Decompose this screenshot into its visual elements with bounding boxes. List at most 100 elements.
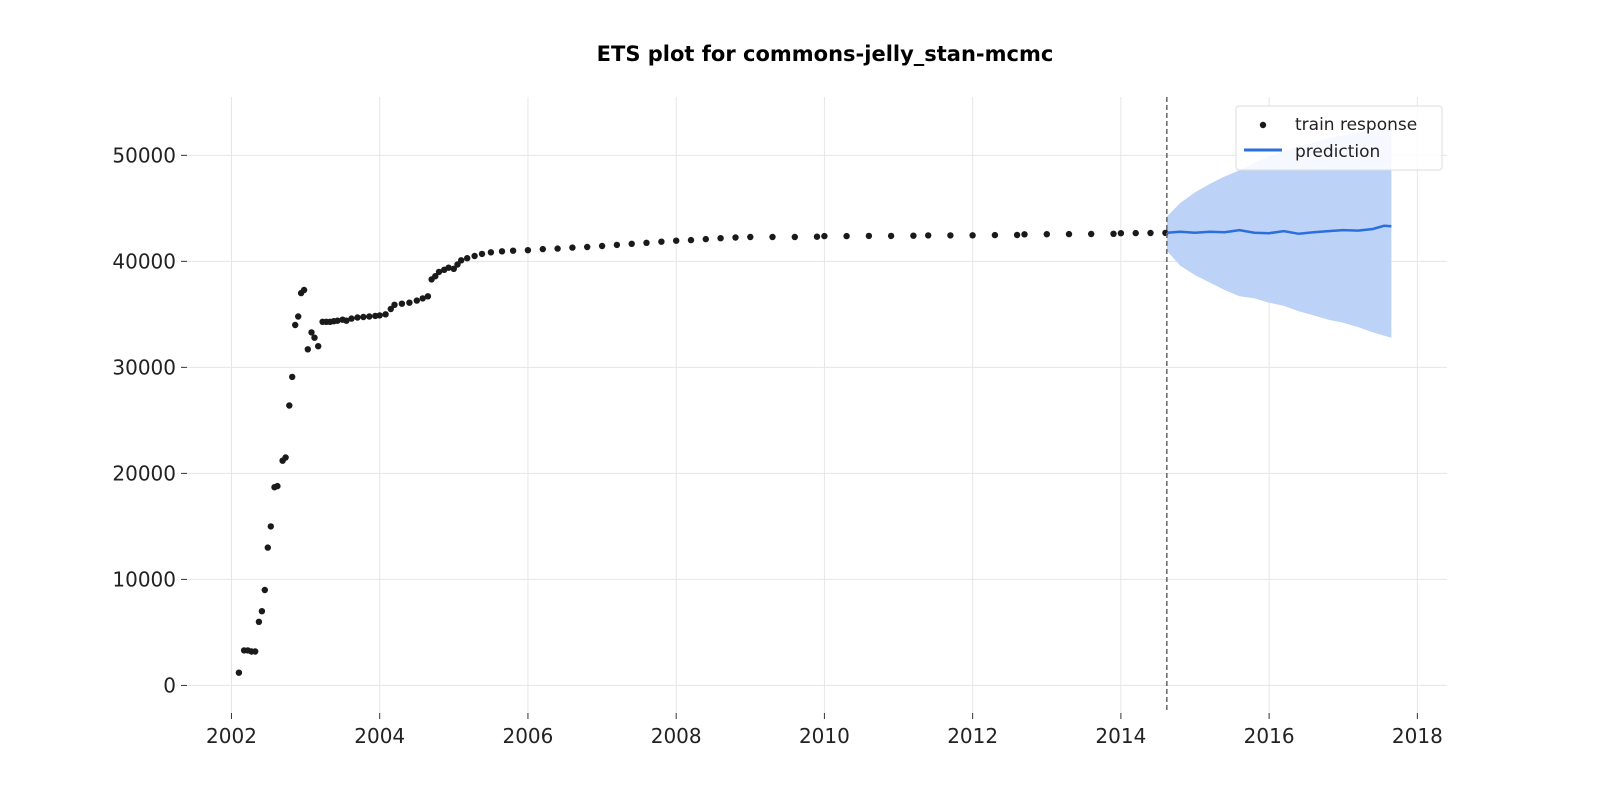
prediction-line xyxy=(1166,224,1392,236)
train-response-point xyxy=(813,233,821,240)
train-response-point xyxy=(554,245,561,252)
x-tick-label: 2002 xyxy=(206,724,257,748)
train-response-point xyxy=(991,231,999,239)
legend-train-marker xyxy=(1259,121,1267,129)
train-response-point xyxy=(348,315,355,322)
train-response-point xyxy=(732,234,739,241)
train-response-point xyxy=(628,240,635,247)
train-response-point xyxy=(435,268,443,276)
train-response-point xyxy=(865,232,873,240)
train-response-point xyxy=(1021,231,1028,238)
train-response-point xyxy=(702,235,709,243)
train-response-point xyxy=(843,232,850,240)
train-response-point xyxy=(382,311,389,318)
train-response-point xyxy=(947,232,954,239)
train-response-point xyxy=(334,317,341,324)
train-response-point xyxy=(1013,231,1021,239)
train-response-point xyxy=(286,402,293,409)
train-response-point xyxy=(524,247,532,254)
y-tick-label: 30000 xyxy=(112,355,176,379)
x-tick-label: 2014 xyxy=(1095,724,1146,748)
train-response-point xyxy=(300,286,308,294)
train-response-point xyxy=(821,232,828,240)
x-tick-label: 2004 xyxy=(354,724,405,748)
train-response-point xyxy=(687,236,695,244)
train-response-point xyxy=(613,241,621,249)
train-response-point xyxy=(391,301,398,308)
x-tick-label: 2006 xyxy=(502,724,553,748)
train-response-point xyxy=(387,305,394,313)
train-response-point xyxy=(343,317,350,324)
train-response-point xyxy=(406,299,413,306)
train-response-point xyxy=(282,454,289,461)
train-response-point xyxy=(487,249,495,256)
train-response-point xyxy=(424,293,432,300)
train-response-point xyxy=(419,295,426,302)
train-response-point xyxy=(458,257,465,264)
legend-prediction-label: prediction xyxy=(1295,142,1380,162)
y-tick-label: 40000 xyxy=(112,249,176,273)
train-response-point xyxy=(498,248,506,255)
train-response-point xyxy=(1132,229,1139,237)
train-response-point xyxy=(673,237,680,244)
train-response-point xyxy=(450,265,457,272)
train-response-point xyxy=(747,233,754,241)
y-tick-label: 20000 xyxy=(112,461,176,485)
train-response-point xyxy=(910,232,917,239)
train-response-point xyxy=(791,233,798,241)
train-response-point xyxy=(235,669,243,676)
train-response-point xyxy=(360,313,367,321)
train-response-point xyxy=(471,252,478,260)
train-response-point xyxy=(598,242,606,250)
train-response-point xyxy=(304,346,311,353)
train-response-point xyxy=(366,313,373,320)
train-response-point xyxy=(969,232,976,239)
train-response-point xyxy=(252,648,259,655)
train-response-point xyxy=(643,239,650,246)
train-response-points xyxy=(235,229,1169,676)
train-response-point xyxy=(584,243,591,251)
train-response-point xyxy=(1065,230,1073,238)
x-tick-label: 2016 xyxy=(1244,724,1295,748)
y-tick-label: 50000 xyxy=(112,143,176,167)
train-response-point xyxy=(255,618,263,625)
train-response-point xyxy=(1088,230,1095,238)
y-tick-label: 10000 xyxy=(112,567,176,591)
train-response-point xyxy=(769,233,776,241)
train-response-point xyxy=(267,523,274,530)
legend-box xyxy=(1235,105,1443,171)
train-response-point xyxy=(292,321,299,329)
train-response-point xyxy=(1117,230,1125,237)
x-tick-label: 2010 xyxy=(799,724,850,748)
train-response-point xyxy=(509,247,517,254)
y-tick-label: 0 xyxy=(163,673,176,697)
x-tick-label: 2008 xyxy=(651,724,702,748)
train-response-point xyxy=(464,255,471,262)
train-response-point xyxy=(478,250,486,258)
axes: 2002 2004 2006 2008 2010 2012 2014 2016 2018 0 100… xyxy=(112,143,1442,748)
train-response-point xyxy=(376,312,383,319)
chart-title: ETS plot for commons-jelly_stan-mcmc xyxy=(597,42,1054,66)
train-response-point xyxy=(454,261,461,268)
train-response-point xyxy=(445,264,452,271)
train-response-point xyxy=(539,245,546,253)
train-response-point xyxy=(569,244,576,251)
train-response-point xyxy=(264,544,271,551)
legend: train response prediction xyxy=(1235,105,1443,171)
train-response-point xyxy=(261,586,268,594)
train-response-point xyxy=(413,297,420,304)
prediction-line-group xyxy=(1166,224,1392,236)
train-response-point xyxy=(658,238,665,245)
train-response-point xyxy=(315,343,322,350)
train-response-point xyxy=(258,608,266,615)
train-response-point xyxy=(1110,230,1117,237)
train-response-point xyxy=(717,235,724,242)
train-response-point xyxy=(398,300,406,307)
x-tick-label: 2018 xyxy=(1392,724,1443,748)
train-response-point xyxy=(274,482,281,490)
x-tick-label: 2012 xyxy=(947,724,998,748)
train-response-point xyxy=(1147,229,1154,237)
train-response-point xyxy=(311,334,318,341)
train-response-point xyxy=(289,373,296,381)
